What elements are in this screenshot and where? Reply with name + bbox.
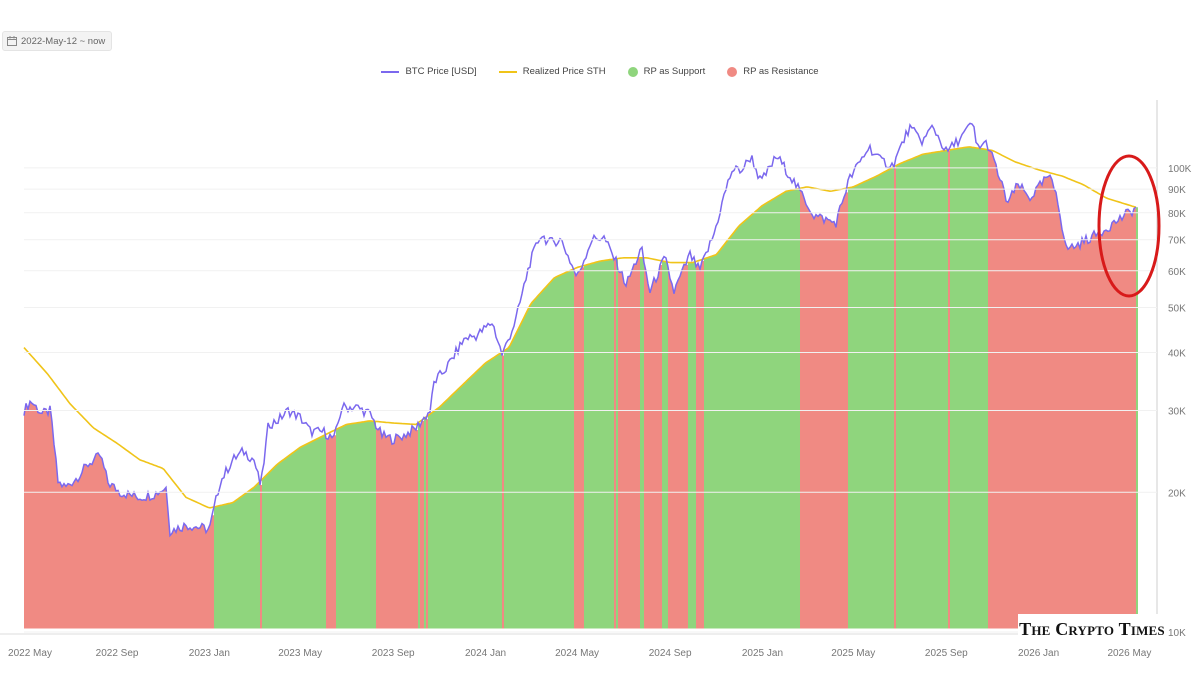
y-tick-label: 70K — [1168, 236, 1186, 247]
legend-label: RP as Support — [643, 66, 706, 77]
y-tick-label: 30K — [1168, 407, 1186, 418]
x-tick-label: 2023 Sep — [372, 648, 415, 659]
rp-support-area — [504, 269, 574, 632]
rp-resistance-area — [894, 167, 896, 633]
x-tick-label: 2026 Jan — [1018, 648, 1059, 659]
legend-swatch — [627, 66, 638, 77]
legend-item-rp-support[interactable]: RP as Support — [627, 66, 706, 77]
legend-label: Realized Price STH — [522, 66, 606, 77]
x-tick-label: 2023 May — [278, 648, 322, 659]
legend-swatch — [381, 70, 400, 73]
rp-resistance-area — [376, 425, 418, 632]
y-tick-label: 80K — [1168, 209, 1186, 220]
calendar-icon — [7, 36, 17, 46]
rp-resistance-area — [668, 264, 688, 632]
rp-resistance-area — [948, 151, 950, 632]
legend-label: RP as Resistance — [743, 66, 819, 77]
rp-support-area — [616, 258, 618, 632]
rp-support-area — [950, 146, 988, 632]
rp-resistance-area — [502, 355, 504, 632]
y-tick-label: 90K — [1168, 185, 1186, 196]
highlight-circle — [1097, 154, 1161, 298]
rp-resistance-area — [24, 401, 214, 632]
x-tick-label: 2023 Jan — [189, 648, 230, 659]
legend-label: BTC Price [USD] — [405, 66, 477, 77]
rp-support-area — [214, 483, 260, 632]
x-tick-label: 2024 May — [555, 648, 599, 659]
rp-support-area — [640, 257, 644, 632]
rp-support-area — [584, 259, 614, 632]
rp-resistance-area — [614, 259, 616, 632]
x-tick-label: 2022 May — [8, 648, 52, 659]
legend-swatch — [727, 66, 738, 77]
y-tick-label: 20K — [1168, 488, 1186, 499]
date-range-label: 2022-May-12 ~ now — [21, 35, 106, 47]
rp-resistance-area — [574, 267, 584, 632]
rp-resistance-area — [644, 262, 662, 632]
x-tick-label: 2024 Jan — [465, 648, 506, 659]
rp-resistance-area — [420, 421, 424, 632]
rp-support-area — [662, 260, 668, 632]
y-tick-label: 10K — [1168, 628, 1186, 639]
x-tick-label: 2025 May — [831, 648, 875, 659]
legend-item-btc-price[interactable]: BTC Price [USD] — [381, 66, 477, 77]
rp-support-area — [262, 435, 326, 632]
x-tick-label: 2025 Sep — [925, 648, 968, 659]
y-tick-label: 40K — [1168, 349, 1186, 360]
rp-support-area — [896, 150, 948, 632]
rp-resistance-area — [800, 190, 848, 632]
rp-band-areas — [24, 146, 1138, 633]
y-axis-ticks: 10K 20K 30K 40K 50K 60K 70K 80K 90K 100K — [24, 164, 1192, 639]
rp-support-area — [688, 262, 696, 632]
y-tick-label: 50K — [1168, 304, 1186, 315]
rp-support-area — [424, 418, 426, 632]
legend-item-realized-price-sth[interactable]: Realized Price STH — [498, 66, 606, 77]
x-tick-label: 2024 Sep — [649, 648, 692, 659]
y-tick-label: 100K — [1168, 164, 1192, 175]
rp-support-area — [848, 167, 894, 633]
x-tick-label: 2022 Sep — [96, 648, 139, 659]
date-range-filter[interactable]: 2022-May-12 ~ now — [2, 31, 113, 51]
rp-resistance-area — [696, 260, 704, 632]
watermark-logo: The Crypto Times — [1018, 614, 1166, 644]
rp-resistance-area — [618, 258, 640, 632]
rp-resistance-area — [988, 150, 1136, 632]
chart-legend: BTC Price [USD] Realized Price STH RP as… — [0, 66, 1200, 77]
rp-resistance-area — [260, 485, 262, 632]
legend-swatch — [498, 70, 517, 73]
y-tick-label: 60K — [1168, 267, 1186, 278]
x-tick-label: 2026 May — [1107, 648, 1151, 659]
rp-resistance-area — [426, 419, 428, 632]
legend-item-rp-resistance[interactable]: RP as Resistance — [727, 66, 819, 77]
realized-price-sth-line — [23, 146, 1137, 509]
x-axis-ticks: 2022 May 2022 Sep 2023 Jan 2023 May 2023 Sep… — [8, 648, 1151, 659]
rp-resistance-area — [326, 434, 336, 632]
rp-support-area — [1136, 207, 1138, 633]
rp-support-area — [418, 422, 420, 632]
x-tick-label: 2025 Jan — [742, 648, 783, 659]
rp-support-area — [336, 420, 376, 632]
